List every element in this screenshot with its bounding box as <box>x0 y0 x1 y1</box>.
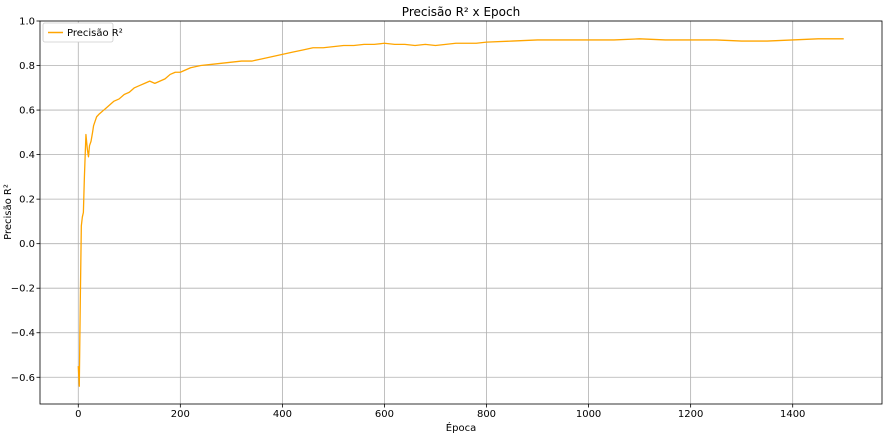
tick-layer: 0 200 400 600 800 1000 1200 1400 −0.6 −0.4 −0.2 0.0… <box>11 17 806 421</box>
x-tick-label: 200 <box>171 409 190 420</box>
x-tick-label: 600 <box>375 409 394 420</box>
chart-title: Precisão R² x Epoch <box>402 5 520 19</box>
series-line-0 <box>77 38 844 387</box>
y-tick-label: 0.0 <box>19 239 35 250</box>
x-tick-label: 800 <box>477 409 496 420</box>
y-tick-label: 1.0 <box>19 17 35 28</box>
x-axis-title: Época <box>446 421 476 434</box>
y-tick-label: 0.6 <box>19 106 35 117</box>
x-tick-label: 0 <box>75 409 81 420</box>
y-tick-label: 0.4 <box>19 150 35 161</box>
x-tick-label: 1400 <box>780 409 805 420</box>
grid-layer <box>40 20 882 404</box>
y-tick-label: −0.4 <box>11 328 35 339</box>
y-axis-title: Precisão R² <box>3 184 14 240</box>
y-tick-label: −0.2 <box>11 284 35 295</box>
legend-box <box>42 22 114 43</box>
y-tick-label: 0.2 <box>19 195 35 206</box>
y-tick-label: 0.8 <box>19 61 35 72</box>
x-tick-label: 1200 <box>678 409 703 420</box>
legend: Precisão R² <box>42 22 123 43</box>
x-tick-label: 400 <box>273 409 292 420</box>
plot-frame <box>39 20 883 405</box>
legend-entry-label: Precisão R² <box>67 28 123 39</box>
x-tick-label: 1000 <box>576 409 601 420</box>
y-tick-label: −0.6 <box>11 373 35 384</box>
series-layer <box>77 38 844 387</box>
